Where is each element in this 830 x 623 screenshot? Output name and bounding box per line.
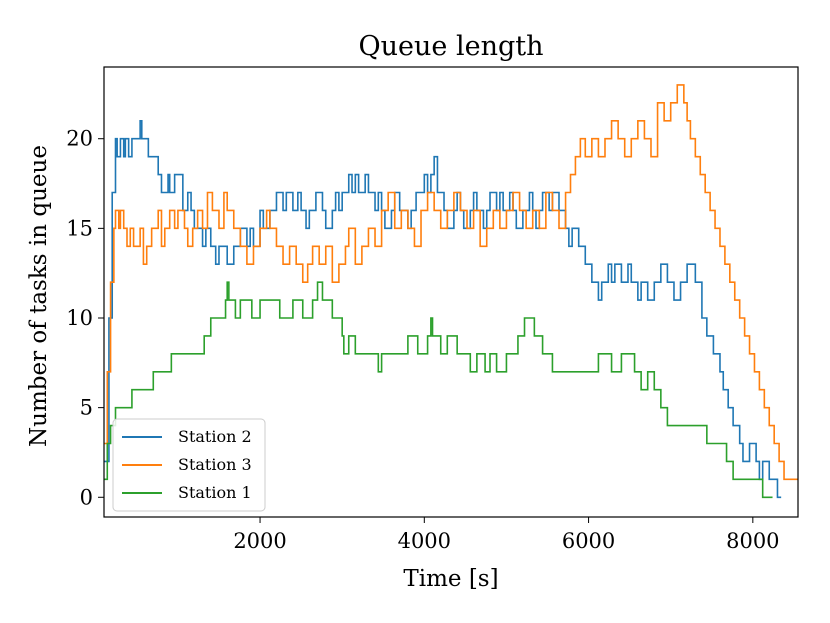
y-tick-label: 5	[80, 396, 93, 420]
series-line-station-1	[104, 281, 773, 499]
chart-title: Queue length	[359, 31, 544, 62]
y-tick-label: 10	[66, 306, 93, 330]
y-tick-label: 20	[66, 127, 93, 151]
legend: Station 2 Station 3 Station 1	[112, 418, 266, 512]
x-axis-label: Time [s]	[403, 566, 498, 592]
y-tick-label: 15	[66, 216, 93, 240]
x-tick-label: 4000	[398, 529, 451, 553]
legend-label: Station 1	[178, 483, 252, 502]
y-tick-label: 0	[80, 485, 93, 509]
series-layer	[104, 84, 798, 499]
plot-frame	[103, 66, 799, 518]
legend-box	[112, 418, 266, 512]
x-tick-label: 2000	[233, 529, 286, 553]
series-line-station-3	[104, 84, 798, 481]
series-line-station-2	[104, 119, 782, 499]
x-tick-label: 6000	[562, 529, 615, 553]
x-tick-label: 8000	[726, 529, 779, 553]
legend-label: Station 3	[178, 455, 252, 474]
ticks-layer: 2000 4000 6000 8000 0 5 10 15 20	[66, 127, 779, 553]
y-axis-label: Number of tasks in queue	[26, 145, 52, 447]
legend-label: Station 2	[178, 427, 252, 446]
